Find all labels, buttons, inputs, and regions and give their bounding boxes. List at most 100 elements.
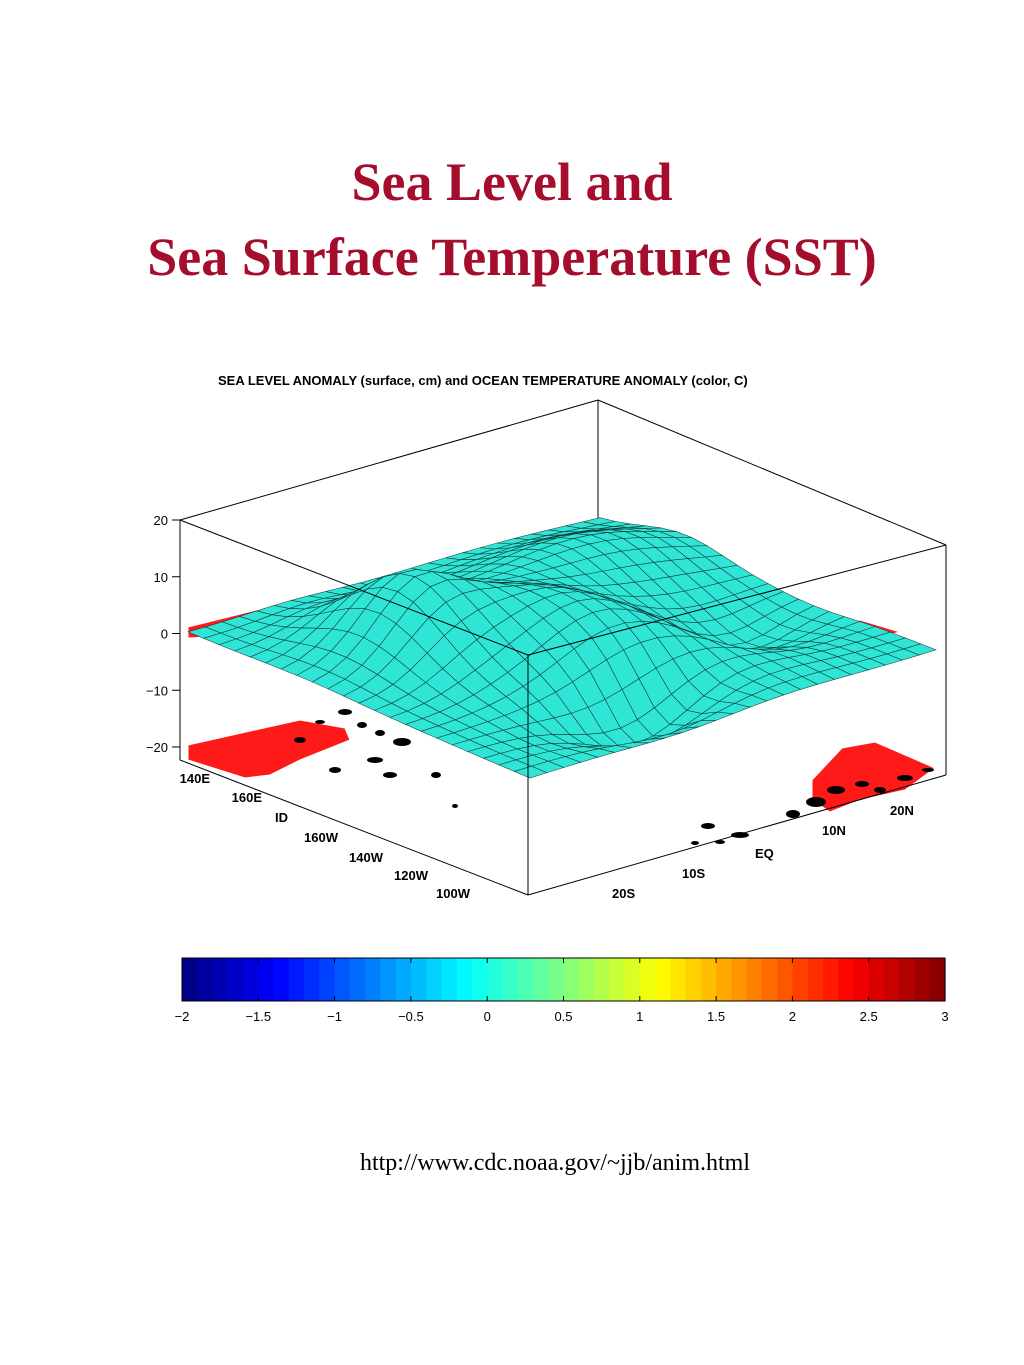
land-mass xyxy=(806,797,826,807)
lon-tick-label: ID xyxy=(275,810,288,825)
colorbar-swatch xyxy=(716,958,732,1001)
lat-tick-label: EQ xyxy=(755,846,774,861)
colorbar-swatch xyxy=(594,958,610,1001)
colorbar-tick-label: 0 xyxy=(484,1009,491,1024)
latitude-axis: 20S 10S EQ 10N 20N xyxy=(612,803,914,901)
land-mass xyxy=(294,737,306,743)
lon-tick-label: 160E xyxy=(232,790,263,805)
colorbar-swatch xyxy=(914,958,931,1001)
colorbar-swatch xyxy=(746,958,763,1001)
colorbar-swatch xyxy=(578,958,595,1001)
z-tick-label: −10 xyxy=(146,683,168,698)
colorbar-swatch xyxy=(929,958,946,1001)
hot-anomaly-patch xyxy=(811,741,936,813)
colorbar-swatch xyxy=(502,958,519,1001)
land-mass xyxy=(393,738,411,746)
land-mass xyxy=(383,772,397,778)
colorbar-swatch xyxy=(655,958,671,1001)
land-mass xyxy=(701,823,715,829)
colorbar-swatch xyxy=(868,958,885,1001)
land-mass xyxy=(329,767,341,773)
colorbar-tick-label: −0.5 xyxy=(398,1009,424,1024)
land-mass xyxy=(874,787,886,793)
colorbar-swatch xyxy=(258,958,275,1001)
colorbar-swatch xyxy=(197,958,214,1001)
land-mass xyxy=(897,775,913,781)
land-mass xyxy=(691,841,699,845)
lat-tick-label: 20S xyxy=(612,886,635,901)
colorbar-tick-label: 0.5 xyxy=(554,1009,572,1024)
colorbar-swatch xyxy=(243,958,259,1001)
colorbar-swatch xyxy=(410,958,427,1001)
lon-tick-label: 100W xyxy=(436,886,471,901)
lat-tick-label: 20N xyxy=(890,803,914,818)
colorbar-swatch xyxy=(807,958,824,1001)
colorbar-swatch xyxy=(395,958,412,1001)
sea-level-surface xyxy=(187,517,937,779)
colorbar-swatch xyxy=(792,958,809,1001)
colorbar-swatch xyxy=(731,958,748,1001)
lon-tick-label: 160W xyxy=(304,830,339,845)
colorbar-swatch xyxy=(609,958,626,1001)
colorbar-swatch xyxy=(349,958,366,1001)
chart-title: SEA LEVEL ANOMALY (surface, cm) and OCEA… xyxy=(218,373,748,388)
colorbar-tick-label: 2.5 xyxy=(860,1009,878,1024)
colorbar-swatch xyxy=(456,958,473,1001)
colorbar-swatch xyxy=(685,958,702,1001)
colorbar-tick-label: −1 xyxy=(327,1009,342,1024)
colorbar-swatch xyxy=(334,958,351,1001)
land-mass xyxy=(855,781,869,787)
colorbar-tick-label: 1.5 xyxy=(707,1009,725,1024)
hot-anomaly-patch xyxy=(187,719,351,779)
colorbar-swatch xyxy=(304,958,320,1001)
colorbar-swatch xyxy=(319,958,336,1001)
colorbar-swatch xyxy=(777,958,793,1001)
land-mass xyxy=(786,810,800,818)
colorbar-swatch xyxy=(853,958,870,1001)
colorbar-swatch xyxy=(532,958,549,1001)
colorbar-swatch xyxy=(838,958,855,1001)
land-mass xyxy=(357,722,367,728)
colorbar-tick-label: −2 xyxy=(175,1009,190,1024)
colorbar-swatch xyxy=(426,958,443,1001)
land-mass xyxy=(375,730,385,736)
box-front-frame xyxy=(179,519,947,896)
longitude-axis: 140E 160E ID 160W 140W 120W 100W xyxy=(180,771,471,901)
colorbar-swatch xyxy=(761,958,778,1001)
colorbar-tick-label: −1.5 xyxy=(245,1009,271,1024)
colorbar-swatch xyxy=(639,958,656,1001)
lon-tick-label: 140E xyxy=(180,771,211,786)
land-masses xyxy=(294,709,934,845)
colorbar-swatch xyxy=(182,958,198,1001)
lon-tick-label: 120W xyxy=(394,868,429,883)
colorbar-swatch xyxy=(380,958,397,1001)
colorbar-swatch xyxy=(471,958,488,1001)
source-url: http://www.cdc.noaa.gov/~jjb/anim.html xyxy=(359,1150,751,1176)
colorbar-swatch xyxy=(899,958,916,1001)
z-tick-label: 10 xyxy=(154,570,168,585)
colorbar-tick-label: 1 xyxy=(636,1009,643,1024)
colorbar-swatch xyxy=(227,958,244,1001)
land-mass xyxy=(827,786,845,794)
land-mass xyxy=(338,709,352,715)
lon-tick-label: 140W xyxy=(349,850,384,865)
land-mass xyxy=(431,772,441,778)
land-mass xyxy=(452,804,458,808)
land-mass xyxy=(731,832,749,838)
colorbar-tick-label: 3 xyxy=(941,1009,948,1024)
colorbar-swatch xyxy=(700,958,717,1001)
slide-title-line2: Sea Surface Temperature (SST) xyxy=(147,227,877,287)
colorbar-swatch xyxy=(487,958,504,1001)
colorbar-tick-label: 2 xyxy=(789,1009,796,1024)
colorbar-swatch xyxy=(441,958,458,1001)
colorbar: −2 −1.5 −1 −0.5 0 0.5 1 1.5 2 2.5 3 xyxy=(175,957,949,1024)
slide-title-line1: Sea Level and xyxy=(351,152,673,212)
colorbar-swatch xyxy=(822,958,839,1001)
colorbar-swatch xyxy=(670,958,687,1001)
colorbar-swatch xyxy=(563,958,580,1001)
colorbar-swatch xyxy=(517,958,534,1001)
z-tick-label: 0 xyxy=(161,627,168,642)
surface-cell xyxy=(513,765,548,779)
z-axis: 20 10 0 −10 −20 xyxy=(146,513,180,755)
lat-tick-label: 10N xyxy=(822,823,846,838)
